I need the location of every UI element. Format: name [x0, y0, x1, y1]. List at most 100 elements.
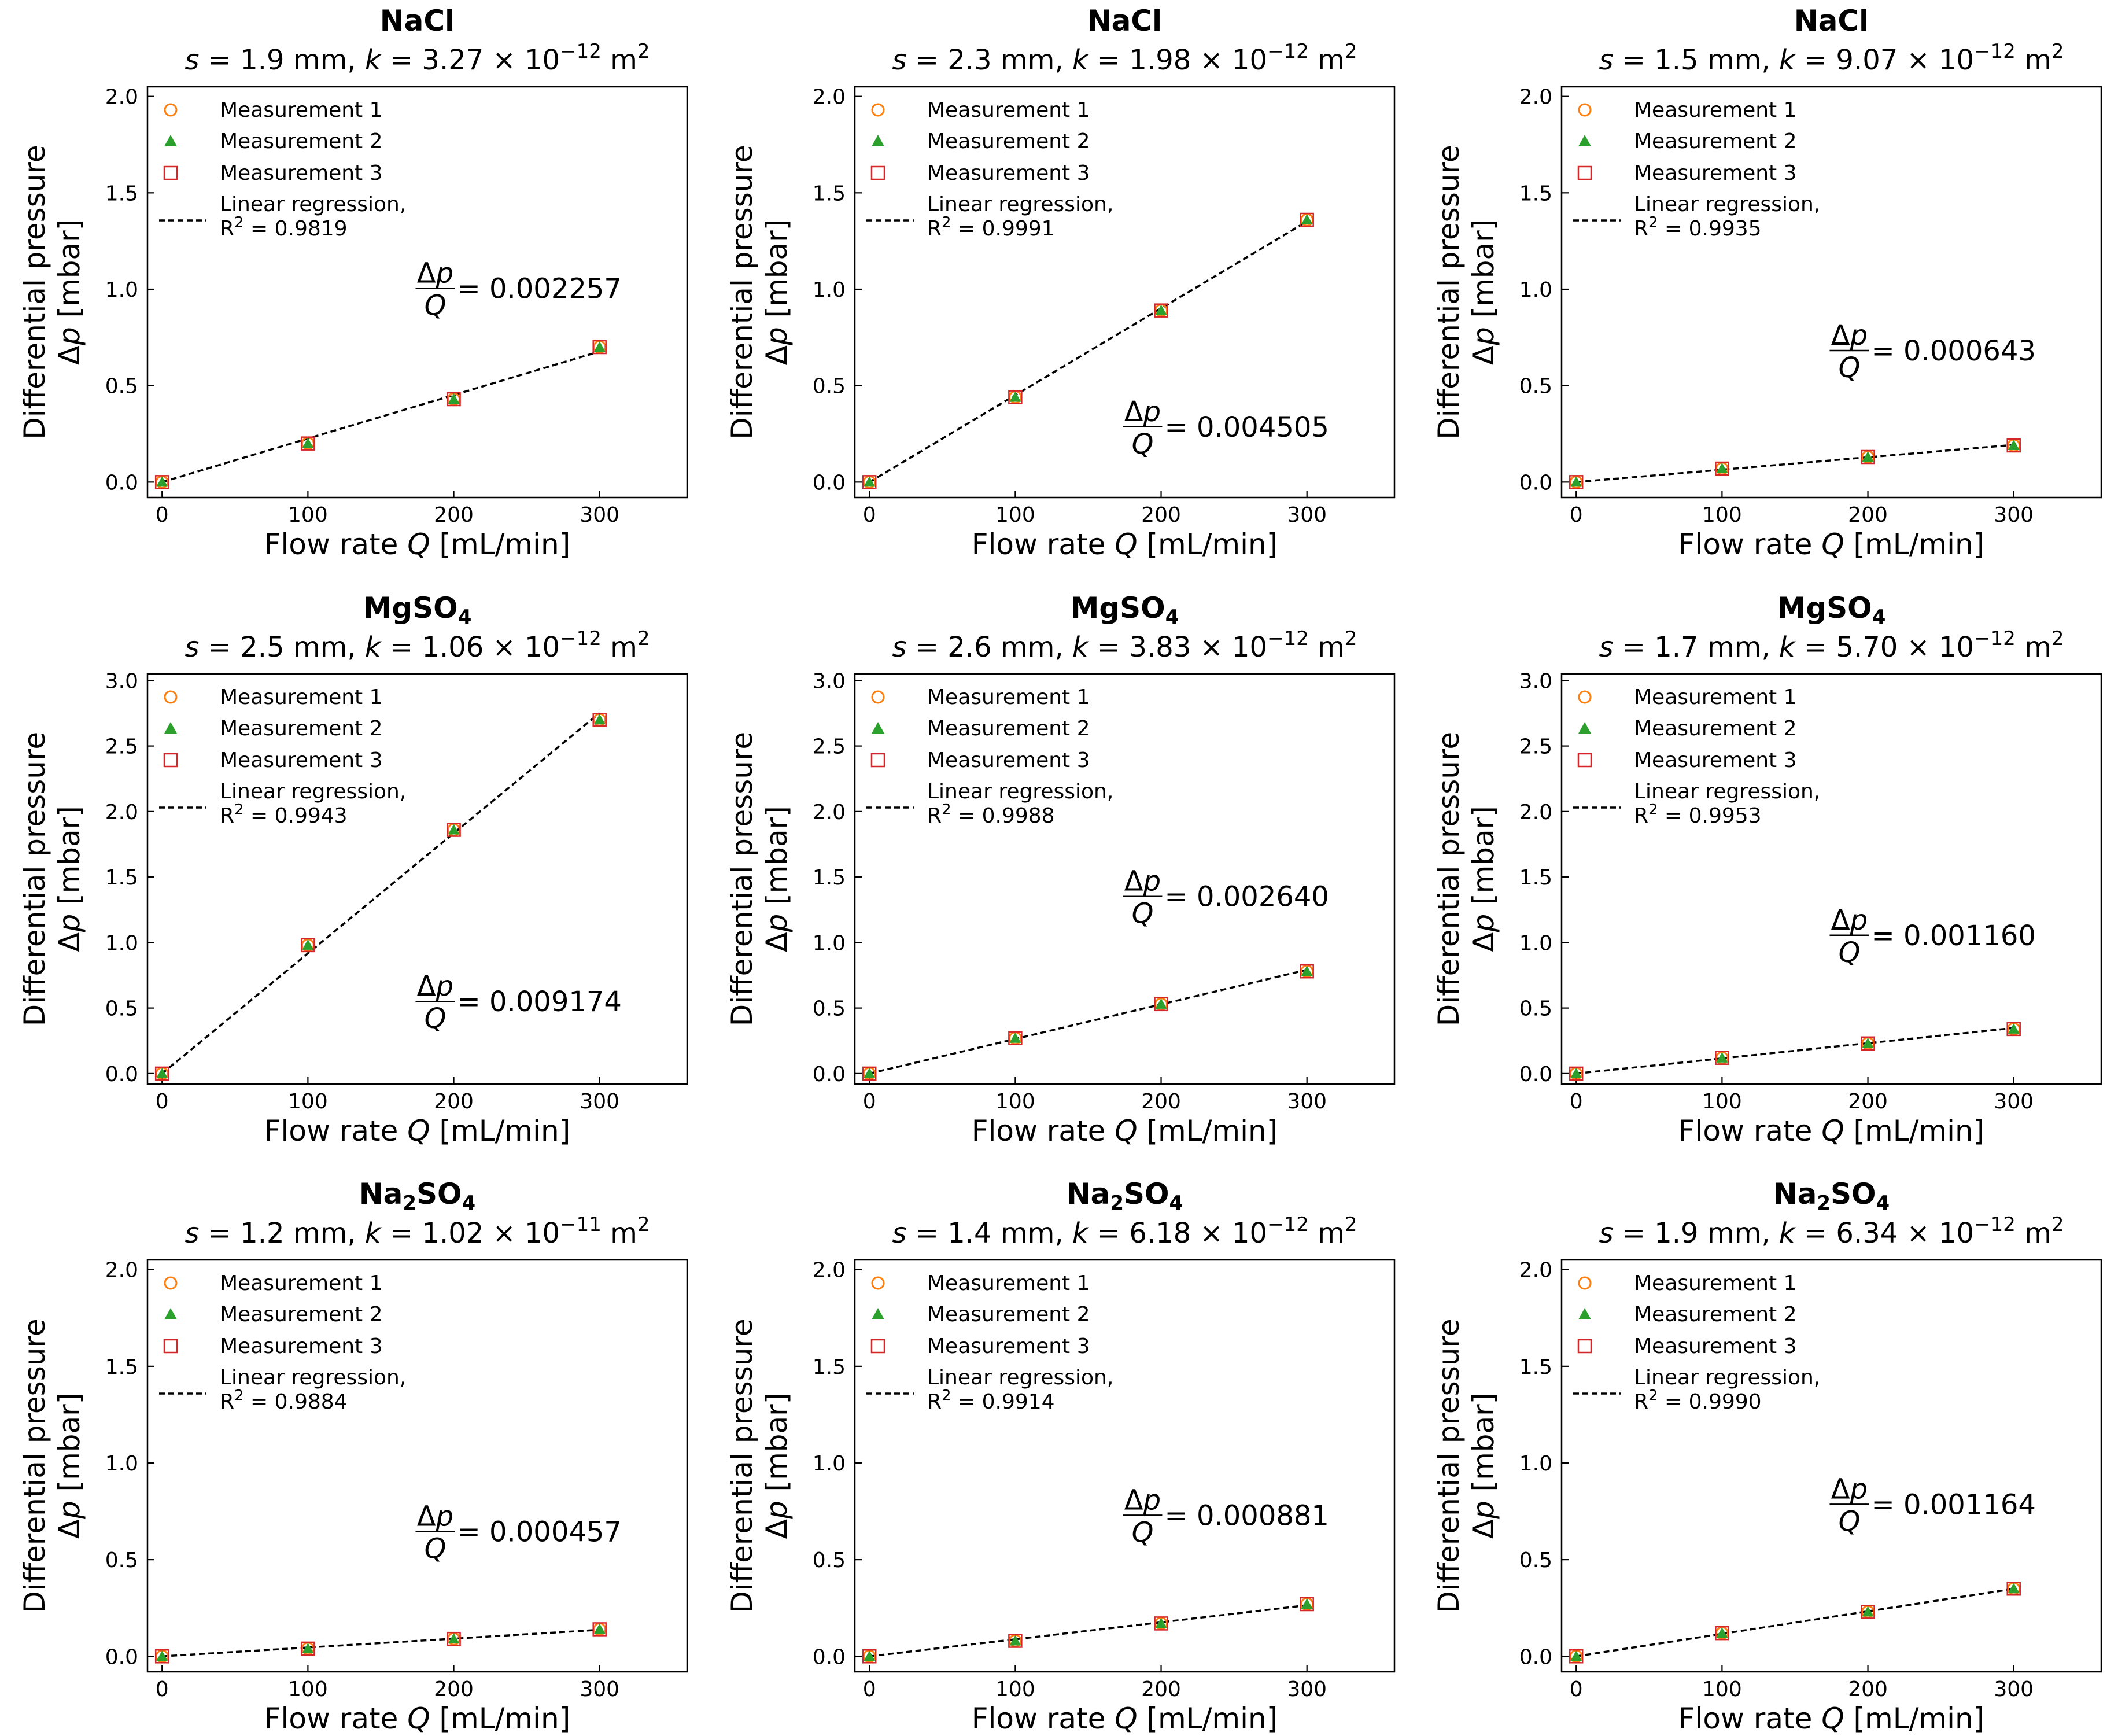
measurement-2-point	[1301, 965, 1313, 976]
y-axis-label-line-1: Differential pressure	[18, 145, 51, 439]
measurement-3-point	[301, 938, 315, 953]
subtitle-k-mantissa: 6.34	[1836, 1217, 1898, 1250]
measurement-2-point	[1862, 1606, 1874, 1617]
x-tick-label: 300	[1994, 1678, 2034, 1701]
legend-marker-measurement-3	[163, 1339, 178, 1354]
subtitle-eq-2: =	[381, 1217, 422, 1250]
subtitle-k-exponent: −12	[560, 40, 602, 63]
y-tick-label: 2.0	[813, 1259, 846, 1282]
measurement-2-point	[156, 476, 168, 487]
measurement-3-point	[1569, 475, 1584, 489]
x-tick-label: 200	[1141, 503, 1181, 527]
measurement-2-point	[1570, 1650, 1582, 1661]
subtitle-eq: =	[1614, 631, 1655, 664]
subtitle-unit-mm: mm,	[285, 44, 365, 76]
measurement-3-point	[1715, 461, 1729, 476]
y-tick-label: 1.0	[105, 1452, 138, 1476]
subtitle-s-symbol: s	[1599, 1217, 1613, 1250]
y-axis-label-line-1: Differential pressure	[18, 1318, 51, 1613]
measurement-3-point	[1154, 303, 1168, 318]
legend-r2-value: 0.9935	[1689, 217, 1762, 241]
slope-p: p	[1850, 904, 1868, 937]
legend-label-regression: Linear regression,	[927, 780, 1113, 804]
slope-p: p	[436, 970, 453, 1002]
subtitle-s-symbol: s	[1599, 44, 1613, 76]
legend-label-r2: R2 = 0.9935	[1634, 214, 1762, 241]
legend-r2-value: 0.9988	[982, 804, 1055, 828]
y-axis-label-unit: [mbar]	[760, 806, 794, 914]
subtitle-s-value: 2.5	[240, 631, 284, 664]
y-axis-label-line-2: Δp [mbar]	[53, 219, 86, 366]
slope-numerator: Δp	[1831, 904, 1868, 937]
panel-title: NaCl	[1794, 4, 1869, 38]
legend-label-r2: R2 = 0.9943	[220, 801, 348, 828]
legend-marker-measurement-3	[163, 753, 178, 768]
slope-numerator: Δp	[1124, 396, 1161, 428]
slope-annotation: ΔpQ = 0.000457	[415, 1501, 622, 1565]
subtitle-k-exponent: −12	[1974, 40, 2016, 63]
subtitle-s-value: 1.9	[1654, 1217, 1698, 1250]
regression-line	[1576, 444, 2014, 484]
y-axis-label: Differential pressure Δp [mbar]	[1432, 732, 1500, 1026]
panel-title-text: Na	[1067, 1177, 1110, 1211]
subtitle-unit-m: m	[1309, 1217, 1345, 1250]
y-tick-label: 0.0	[1519, 1063, 1552, 1086]
legend-r2-value: 0.9914	[982, 1390, 1055, 1414]
panel-title-subscript: 2	[1817, 1192, 1831, 1215]
subtitle-eq: =	[1614, 44, 1655, 76]
slope-annotation: ΔpQ = 0.009174	[415, 970, 622, 1035]
legend-label-measurement-1: Measurement 1	[927, 98, 1090, 122]
legend: Measurement 1 Measurement 2 Measurement 3 L…	[159, 1271, 406, 1414]
subtitle-k-exponent: −12	[1974, 627, 2016, 650]
legend-label-measurement-3: Measurement 3	[220, 749, 383, 772]
y-tick-label: 0.5	[1519, 997, 1552, 1021]
legend-label-measurement-2: Measurement 2	[1634, 1303, 1797, 1326]
y-axis-label-unit: [mbar]	[53, 219, 86, 327]
subtitle-unit-exp: 2	[1345, 627, 1357, 650]
x-tick-label: 200	[1848, 1090, 1888, 1114]
slope-eq: =	[457, 1516, 489, 1549]
legend: Measurement 1 Measurement 2 Measurement 3 L…	[866, 98, 1113, 241]
y-axis-label-line-2: Δp [mbar]	[1467, 219, 1500, 366]
slope-number: 0.001164	[1903, 1488, 2036, 1521]
y-tick-label: 0.0	[813, 1645, 846, 1669]
measurement-2-point	[1009, 1635, 1021, 1646]
x-axis-label-text: Flow rate	[264, 528, 408, 561]
legend-r2-value: 0.9819	[275, 217, 348, 241]
y-axis-label-line-2: Δp [mbar]	[53, 806, 86, 952]
panel-title-text: MgSO	[363, 591, 458, 625]
legend-label-regression: Linear regression,	[927, 1366, 1113, 1389]
measurement-2-point	[1716, 1627, 1728, 1638]
slope-eq: =	[457, 986, 489, 1018]
axes-frame	[854, 673, 1396, 1085]
subtitle-unit-exp: 2	[1345, 40, 1357, 63]
slope-p: p	[1143, 865, 1161, 898]
y-axis-label-text: Differential pressure	[18, 145, 51, 439]
measurement-3-point	[1154, 997, 1168, 1012]
legend-label-measurement-2: Measurement 2	[1634, 717, 1797, 740]
y-axis-label-unit: [mbar]	[53, 1393, 86, 1501]
subtitle-unit-exp: 2	[1345, 1213, 1357, 1236]
legend-label-measurement-2: Measurement 2	[220, 1303, 383, 1326]
x-axis-label-var: Q	[1821, 528, 1844, 561]
legend-r2-symbol: R	[220, 1390, 234, 1414]
slope-number: 0.002640	[1197, 881, 1329, 913]
slope-eq: =	[1164, 881, 1196, 913]
legend-r2-symbol: R	[1634, 1390, 1648, 1414]
slope-delta: Δ	[417, 970, 436, 1002]
slope-q: Q	[1839, 352, 1861, 384]
y-tick-label: 1.5	[813, 182, 846, 205]
y-axis-label-text: Differential pressure	[1432, 1318, 1466, 1613]
panel-subtitle: s = 1.5 mm, k = 9.07 × 10−12 m2	[1599, 40, 2064, 76]
measurement-2-point	[156, 1067, 168, 1078]
panel-title-text-2: SO	[416, 1177, 462, 1211]
legend-marker-measurement-3	[163, 165, 178, 180]
legend-r2-exponent: 2	[1648, 801, 1658, 819]
x-axis-label-var: Q	[407, 1702, 430, 1735]
y-axis-label-delta: Δ	[53, 932, 86, 952]
slope-annotation: ΔpQ = 0.001160	[1829, 904, 2036, 969]
legend-label-r2: R2 = 0.9990	[1634, 1387, 1762, 1414]
subtitle-eq: =	[1614, 1217, 1655, 1250]
subtitle-k-symbol: k	[1072, 631, 1090, 664]
